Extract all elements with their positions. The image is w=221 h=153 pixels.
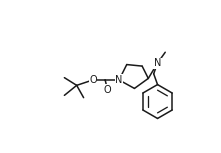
Text: N: N bbox=[115, 75, 123, 85]
Text: N: N bbox=[154, 58, 161, 68]
Text: O: O bbox=[104, 85, 111, 95]
Text: O: O bbox=[89, 75, 97, 85]
